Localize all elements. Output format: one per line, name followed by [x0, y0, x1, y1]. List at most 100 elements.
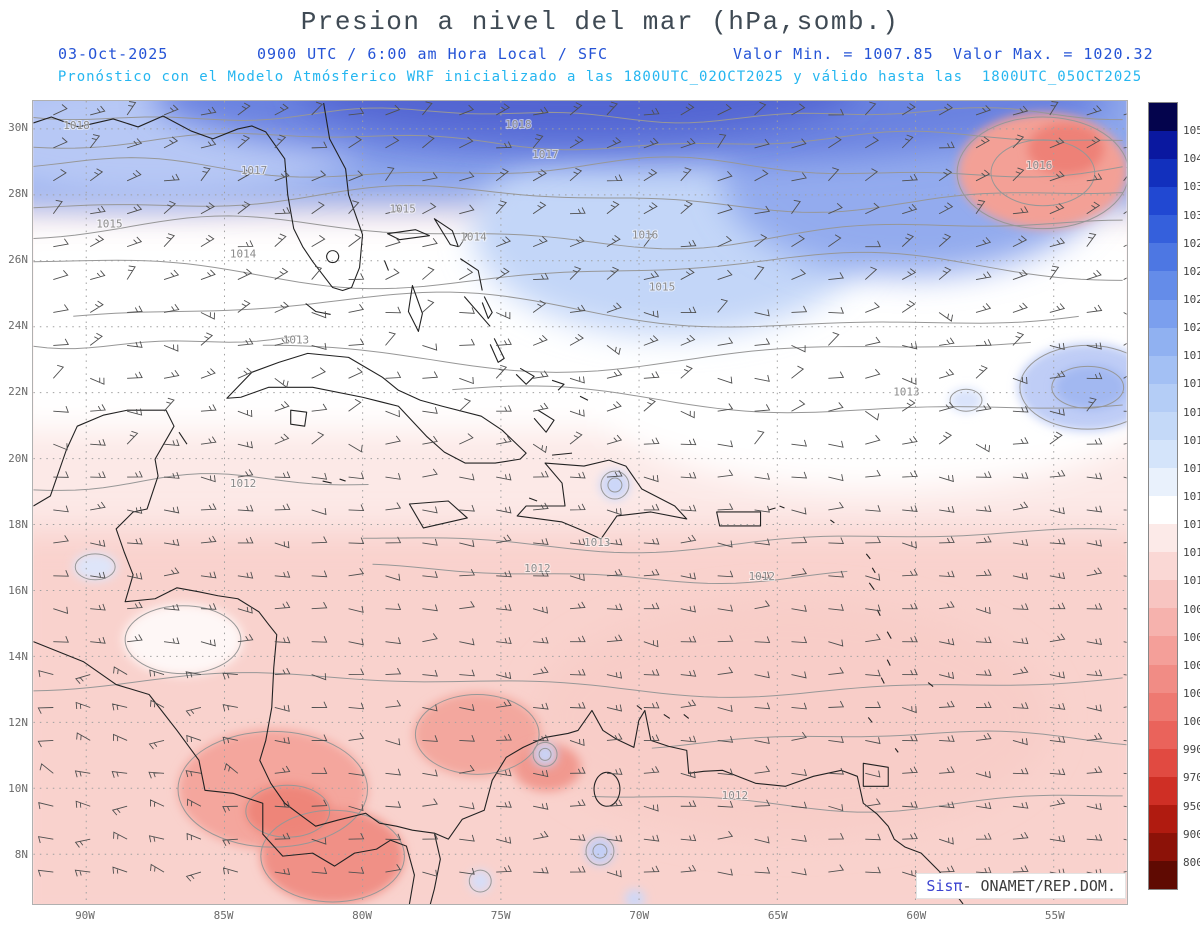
isobar-line — [33, 107, 1123, 124]
colorbar-segment — [1149, 103, 1177, 132]
coastline-puerto-rico — [716, 505, 785, 527]
coastline-yucatan-central-america — [33, 409, 441, 904]
colorbar-segment — [1149, 580, 1177, 609]
isobar-line — [33, 184, 1123, 213]
lat-axis-label: 22N — [8, 385, 28, 399]
colorbar-label: 900 — [1183, 827, 1200, 841]
isobar-line — [362, 528, 1117, 554]
isobar-line — [591, 794, 1123, 813]
colorbar-label: 1008 — [1183, 602, 1200, 616]
pressure-shading — [73, 552, 118, 581]
colorbar-label: 1035 — [1183, 180, 1200, 194]
colorbar-label: 1050 — [1183, 124, 1200, 138]
colorbar-label: 1019 — [1183, 349, 1200, 363]
isobar-line — [33, 130, 1123, 151]
coastline-bahamas — [383, 218, 589, 433]
pressure-shading — [469, 870, 492, 893]
isobar-line — [262, 341, 1031, 373]
lon-axis-label: 85W — [213, 909, 234, 922]
coastline-jamaica — [408, 500, 468, 529]
isobar-label: 1013 — [584, 536, 610, 549]
isobar-label: 1013 — [893, 385, 919, 398]
pressure-map: 1018 1018 1017 1017 1015 1015 1014 1016 1016 1015… — [32, 100, 1128, 905]
lat-axis-label: 24N — [8, 319, 28, 333]
colorbar-segment — [1149, 608, 1177, 637]
isobar-ring — [600, 470, 630, 500]
lon-axis-label: 70W — [629, 909, 650, 922]
colorbar-segment — [1149, 804, 1177, 834]
forecast-date: 03-Oct-2025 — [58, 45, 169, 63]
colorbar-segment — [1149, 439, 1177, 469]
isobar-ring — [532, 741, 558, 767]
colorbar-segment — [1149, 383, 1177, 412]
colorbar-label: 1028 — [1183, 236, 1200, 250]
colorbar-segment — [1149, 552, 1177, 581]
colorbar-label: 1015 — [1183, 461, 1200, 475]
colorbar-segment — [1149, 411, 1177, 440]
colorbar-segment — [1149, 833, 1177, 862]
lon-axis-label: 55W — [1044, 909, 1065, 922]
colorbar-segment — [1149, 496, 1177, 525]
isobar-ring — [990, 139, 1096, 207]
coastline-hispaniola — [516, 452, 688, 540]
colorbar-label: 1000 — [1183, 715, 1200, 729]
colorbar-segment — [1149, 271, 1177, 300]
colorbar-label: 1010 — [1183, 574, 1200, 588]
max-value-label: Valor Max. = 1020.32 — [953, 45, 1154, 63]
isobar-line — [33, 334, 299, 350]
coastline-cuba — [226, 352, 527, 464]
lat-axis-label: 16N — [8, 583, 28, 597]
pressure-shading — [1027, 122, 1104, 175]
pressure-shading — [245, 784, 330, 839]
isobar-line — [33, 473, 369, 491]
isobar-label: 1014 — [230, 248, 257, 261]
colorbar-label: 950 — [1183, 799, 1200, 813]
wind-barbs-layer — [37, 101, 1127, 882]
coastline-cozumel — [178, 431, 188, 445]
colorbar-segment — [1149, 159, 1177, 188]
isobar-ring — [607, 477, 623, 493]
isobar-ring — [124, 605, 242, 675]
coastline-gulf-florida — [33, 102, 364, 292]
isobar-line — [33, 156, 1123, 178]
colorbar-segment — [1149, 243, 1177, 272]
lon-axis-label: 90W — [75, 909, 95, 922]
isobar-label: 1018 — [63, 119, 89, 132]
colorbar-label: 1022 — [1183, 293, 1200, 306]
colorbar-segment — [1149, 355, 1177, 384]
lat-axis-label: 20N — [8, 451, 28, 465]
coastline-cayman — [322, 478, 346, 484]
isobar-label: 1012 — [749, 570, 775, 583]
colorbar-segment — [1149, 748, 1177, 777]
lat-axis-label: 14N — [8, 649, 28, 663]
colorbar-segment — [1149, 636, 1177, 665]
lat-axis-label: 26N — [8, 253, 28, 267]
isobar-label: 1017 — [241, 164, 267, 177]
forecast-time: 0900 UTC / 6:00 am Hora Local / SFC — [257, 45, 609, 63]
pressure-shading — [602, 310, 1127, 491]
lat-axis-label: 18N — [8, 517, 28, 531]
colorbar-label: 1006 — [1183, 630, 1200, 644]
lon-axis-label: 60W — [906, 909, 927, 922]
credit-logo: Sisπ — [926, 877, 963, 895]
colorbar-segment — [1149, 692, 1177, 721]
isobar-line — [651, 730, 1127, 749]
colorbar — [1148, 102, 1178, 890]
colorbar-segment — [1149, 187, 1177, 216]
colorbar-segment — [1149, 776, 1177, 805]
isobar-label: 1012 — [524, 562, 550, 575]
coastline-pacific — [33, 641, 415, 904]
isobar-label: 1015 — [96, 218, 122, 231]
colorbar-segment — [1149, 720, 1177, 749]
isobar-ring — [177, 730, 369, 848]
coastline-south-america — [434, 709, 964, 904]
isobar-label: 1014 — [460, 231, 487, 244]
lon-axis-label: 75W — [490, 909, 511, 922]
min-value-label: Valor Min. = 1007.85 — [733, 45, 934, 63]
pressure-shading — [532, 599, 1051, 840]
colorbar-label: 1002 — [1183, 687, 1200, 700]
pressure-shading — [585, 837, 614, 866]
isobar-ring — [414, 694, 540, 775]
isobar-label: 1013 — [283, 333, 309, 346]
colorbar-label: 1025 — [1183, 264, 1200, 278]
